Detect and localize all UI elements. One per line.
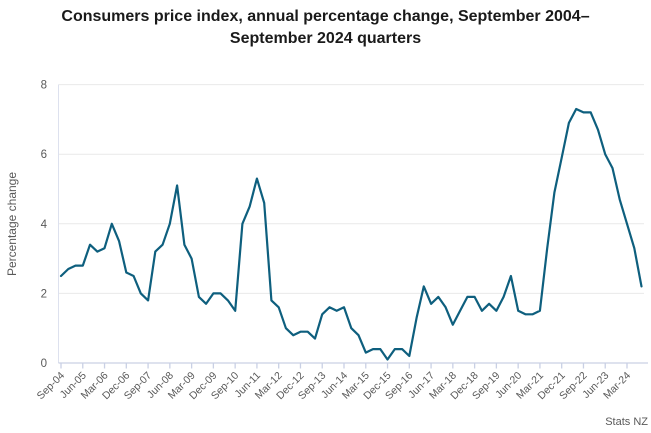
plot-area: 02468Sep-04Jun-05Mar-06Dec-06Sep-07Jun-0… (35, 80, 648, 402)
y-axis-title: Percentage change (5, 172, 19, 276)
y-axis-tick-label: 2 (41, 288, 47, 300)
cpi-line-series (59, 107, 643, 361)
source-attribution: Stats NZ (605, 416, 648, 428)
chart-title: Consumers price index, annual percentage… (61, 8, 590, 47)
y-axis-tick-label: 8 (41, 80, 47, 92)
y-axis-tick-label: 4 (41, 219, 48, 231)
y-axis-tick-label: 0 (41, 358, 47, 370)
y-axis-tick-label: 6 (41, 149, 47, 161)
